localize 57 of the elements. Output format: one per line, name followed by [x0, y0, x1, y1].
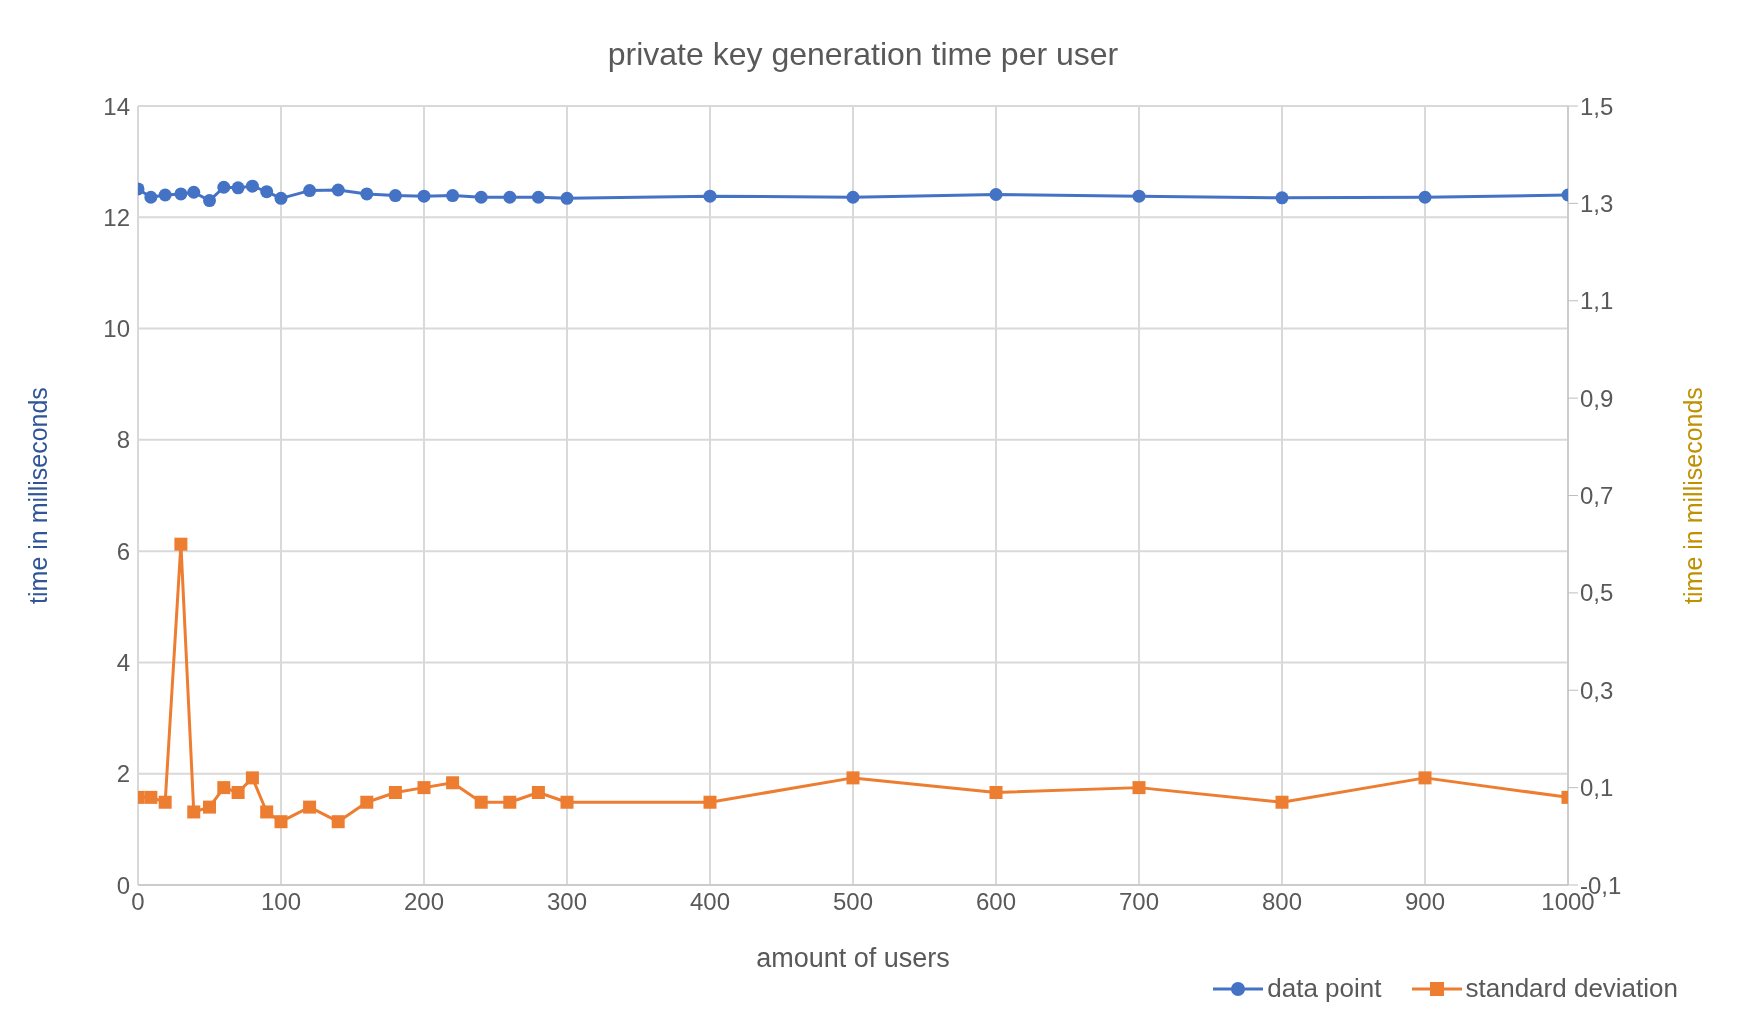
point: [703, 795, 717, 809]
point: [1275, 795, 1289, 809]
x-tick-label: 500: [832, 888, 874, 916]
point: [1132, 781, 1146, 795]
point: [144, 790, 158, 804]
point: [274, 815, 288, 829]
y2-tick-label: 0,5: [1580, 579, 1614, 607]
legend-label: data point: [1267, 973, 1382, 1004]
point: [846, 771, 860, 785]
y-axis-title: time in milliseconds: [23, 387, 52, 604]
y2-tick-label: 1,1: [1580, 287, 1614, 315]
x-tick-label: 100: [260, 888, 302, 916]
y2-tick-label: 1,3: [1580, 189, 1614, 217]
x-tick-label: 800: [1261, 888, 1303, 916]
y-tick-label: 10: [103, 315, 130, 343]
y-tick-label: 8: [116, 426, 130, 454]
chart-title: private key generation time per user: [606, 35, 1120, 74]
x-tick-label: 600: [975, 888, 1017, 916]
x-tick-label: 400: [689, 888, 731, 916]
y-tick-label: 12: [103, 203, 130, 231]
legend-label: standard deviation: [1465, 973, 1678, 1004]
point: [303, 800, 317, 814]
point: [989, 785, 1003, 799]
x-axis-title: amount of users: [756, 943, 950, 973]
y2-tick-label: 0,3: [1580, 676, 1614, 704]
point: [446, 776, 460, 790]
y2-axis-title: time in milliseconds: [1678, 387, 1707, 604]
point: [560, 795, 574, 809]
x-tick-label: 200: [403, 888, 445, 916]
point: [217, 781, 231, 795]
x-tick-label: 900: [1404, 888, 1446, 916]
y2-tick-label: 0,1: [1580, 774, 1614, 802]
point: [1418, 771, 1432, 785]
point: [331, 815, 345, 829]
y-tick-label: 2: [116, 760, 130, 788]
point: [474, 795, 488, 809]
point: [187, 805, 201, 819]
point: [260, 805, 274, 819]
point: [503, 795, 517, 809]
point: [417, 781, 431, 795]
point: [231, 785, 245, 799]
x-tick-label: 300: [546, 888, 588, 916]
x-tick-label: 700: [1118, 888, 1160, 916]
point: [203, 800, 216, 814]
point: [245, 771, 259, 785]
point: [388, 785, 402, 799]
point: [360, 795, 374, 809]
y2-tick-label: 1,5: [1580, 92, 1614, 120]
y-tick-label: 4: [116, 648, 130, 676]
y2-tick-label: 0,9: [1580, 384, 1614, 412]
y-tick-label: 14: [103, 92, 130, 120]
point: [531, 785, 545, 799]
y-tick-label: 6: [116, 537, 130, 565]
y2-tick-label: 0,7: [1580, 482, 1614, 510]
y-tick-label: 0: [116, 871, 130, 899]
point: [158, 795, 172, 809]
point: [174, 537, 188, 551]
